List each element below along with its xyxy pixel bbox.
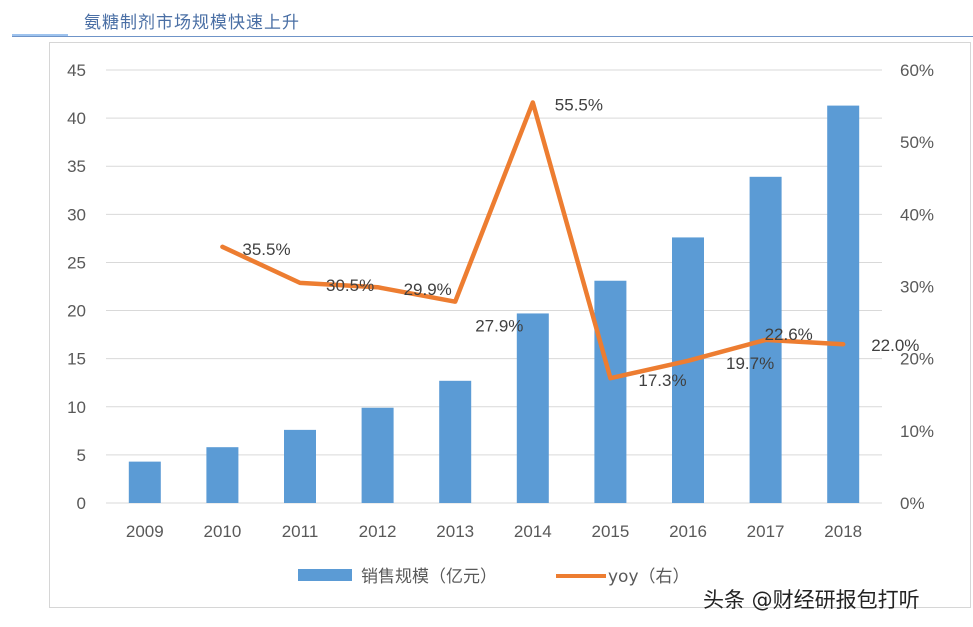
y-right-tick-label: 10% bbox=[900, 422, 934, 441]
page-title: 氨糖制剂市场规模快速上升 bbox=[84, 13, 300, 33]
y-right-tick-label: 50% bbox=[900, 133, 934, 152]
line-series bbox=[220, 100, 846, 381]
data-labels: 35.5% 30.5% 29.9% 27.9% 55.5% 17.3% 19.7% 22.6%… bbox=[242, 95, 919, 390]
data-label: 27.9% bbox=[475, 317, 523, 336]
y-right-tick-label: 30% bbox=[900, 278, 934, 297]
chart-frame bbox=[49, 42, 971, 608]
y-left-tick-label: 45 bbox=[67, 61, 86, 80]
y-left-tick-label: 35 bbox=[67, 157, 86, 176]
header-rule bbox=[12, 36, 973, 37]
y-right-tick-label: 60% bbox=[900, 61, 934, 80]
x-axis: 2009 2010 2011 2012 2013 2014 2015 2016 2017 2018 bbox=[126, 522, 862, 541]
x-tick-label: 2018 bbox=[824, 522, 862, 541]
y-right-tick-label: 40% bbox=[900, 205, 934, 224]
bar bbox=[284, 429, 316, 503]
bar bbox=[516, 313, 549, 503]
x-tick-label: 2009 bbox=[126, 522, 164, 541]
legend-label-line: yoy（右） bbox=[608, 567, 690, 587]
x-tick-label: 2010 bbox=[203, 522, 241, 541]
x-tick-label: 2015 bbox=[591, 522, 629, 541]
data-label: 19.7% bbox=[726, 354, 774, 373]
data-label: 55.5% bbox=[555, 95, 603, 114]
bar-series bbox=[128, 105, 860, 503]
bar bbox=[206, 447, 239, 503]
bar bbox=[672, 237, 704, 503]
watermark: 头条 @财经研报包打听 bbox=[703, 588, 920, 612]
bar bbox=[827, 105, 860, 503]
data-label: 30.5% bbox=[326, 276, 374, 295]
yoy-line bbox=[220, 100, 846, 381]
x-tick-label: 2012 bbox=[359, 522, 397, 541]
bar bbox=[361, 407, 394, 503]
data-label: 22.0% bbox=[871, 336, 919, 355]
bar bbox=[594, 280, 627, 503]
y-left-tick-label: 25 bbox=[67, 253, 86, 272]
legend-label-bar: 销售规模（亿元） bbox=[361, 567, 497, 587]
y-axis-right: 0% 10% 20% 30% 40% 50% 60% bbox=[900, 61, 934, 513]
y-left-tick-label: 0 bbox=[77, 494, 86, 513]
data-label: 29.9% bbox=[404, 280, 452, 299]
x-tick-label: 2011 bbox=[282, 522, 319, 541]
x-tick-label: 2014 bbox=[514, 522, 552, 541]
y-left-tick-label: 20 bbox=[67, 302, 86, 321]
data-label: 22.6% bbox=[765, 325, 813, 344]
data-label: 35.5% bbox=[242, 240, 290, 259]
y-right-tick-label: 0% bbox=[900, 494, 925, 513]
legend-swatch-bar bbox=[298, 569, 352, 581]
y-left-tick-label: 15 bbox=[67, 350, 86, 369]
x-tick-label: 2016 bbox=[669, 522, 707, 541]
x-tick-label: 2017 bbox=[747, 522, 785, 541]
header-accent bbox=[12, 34, 68, 37]
bar bbox=[128, 461, 161, 503]
x-tick-label: 2013 bbox=[436, 522, 474, 541]
y-left-tick-label: 5 bbox=[77, 446, 86, 465]
y-left-tick-label: 10 bbox=[67, 398, 86, 417]
legend: 销售规模（亿元） yoy（右） bbox=[298, 567, 690, 587]
y-left-tick-label: 40 bbox=[67, 109, 86, 128]
y-right-tick-label: 20% bbox=[900, 350, 934, 369]
data-label: 17.3% bbox=[638, 371, 686, 390]
y-axis-left: 0 5 10 15 20 25 30 35 40 45 bbox=[67, 61, 86, 513]
bar bbox=[439, 380, 472, 503]
y-left-tick-label: 30 bbox=[67, 205, 86, 224]
